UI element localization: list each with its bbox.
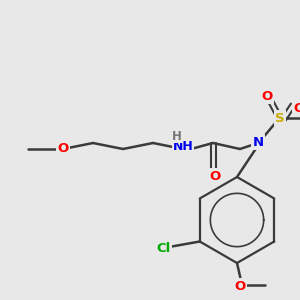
- Text: N: N: [252, 136, 264, 148]
- Text: S: S: [275, 112, 285, 124]
- Text: O: O: [293, 101, 300, 115]
- Text: Cl: Cl: [157, 242, 171, 255]
- Text: O: O: [209, 169, 220, 182]
- Text: NH: NH: [172, 140, 194, 154]
- Text: H: H: [172, 130, 182, 142]
- Text: O: O: [57, 142, 69, 155]
- Text: O: O: [261, 89, 273, 103]
- Text: O: O: [234, 280, 246, 292]
